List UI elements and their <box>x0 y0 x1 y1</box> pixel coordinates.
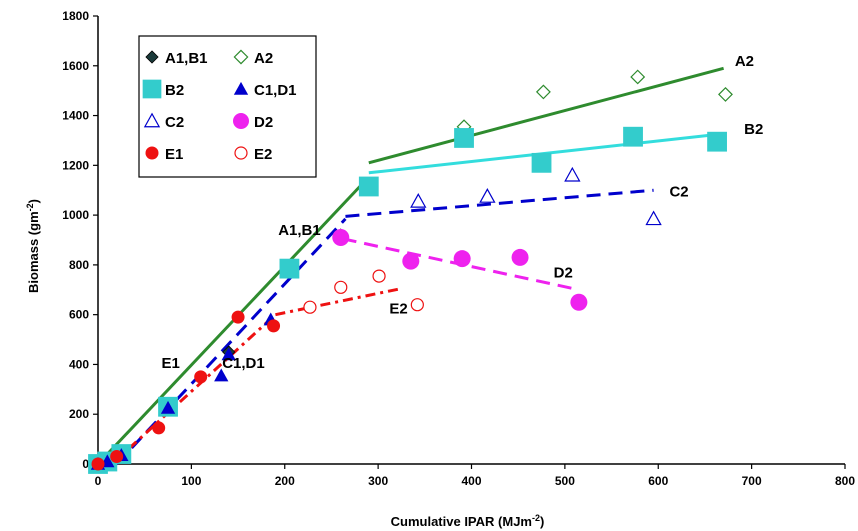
y-tick-label: 1800 <box>62 9 89 23</box>
legend-label-c1-d1: C1,D1 <box>254 82 297 99</box>
point-e1 <box>267 319 281 333</box>
fit-line-a1-b1 <box>96 177 369 466</box>
point-b2 <box>623 126 643 147</box>
point-c2 <box>564 166 581 182</box>
fit-line-e1 <box>110 313 277 466</box>
legend-marker-e1 <box>145 146 159 160</box>
legend-label-a2: A2 <box>254 50 273 67</box>
point-e1 <box>110 450 124 464</box>
point-d2 <box>511 248 529 266</box>
legend-marker-e2 <box>234 146 248 160</box>
annotation-e2: E2 <box>389 300 407 317</box>
point-e1 <box>91 457 105 471</box>
x-tick-label: 0 <box>95 474 102 488</box>
fit-line-a2 <box>368 66 724 165</box>
point-e2 <box>334 280 348 294</box>
point-a2 <box>718 86 733 102</box>
legend-label-e2: E2 <box>254 146 272 163</box>
x-axis-title: Cumulative IPAR (MJm-2) <box>391 513 545 529</box>
point-c2 <box>479 188 496 203</box>
annotation-b2: B2 <box>744 121 763 138</box>
y-tick-label: 1600 <box>62 59 89 73</box>
point-e2 <box>303 300 317 314</box>
legend-marker-b2 <box>142 79 162 99</box>
y-tick-label: 1200 <box>62 158 89 172</box>
legend-marker-c2 <box>143 112 161 128</box>
point-a2 <box>535 84 551 100</box>
point-b2 <box>707 131 727 152</box>
x-tick-label: 400 <box>461 474 481 488</box>
point-c2 <box>410 193 427 208</box>
axes: 0 100 200 300 400 500 600 700 800 0 200 400 600 800 10… <box>62 9 855 488</box>
point-d2 <box>453 250 471 268</box>
point-e2 <box>410 298 424 312</box>
legend-marker-a2 <box>233 49 249 65</box>
point-c1-d1 <box>221 347 236 361</box>
point-e1 <box>194 370 208 384</box>
point-c2 <box>645 210 662 226</box>
y-tick-label: 600 <box>69 308 89 322</box>
point-e2 <box>372 269 386 283</box>
x-tick-label: 300 <box>368 474 388 488</box>
x-tick-label: 700 <box>742 474 762 488</box>
x-tick-label: 800 <box>835 474 855 488</box>
point-d2 <box>402 252 420 270</box>
legend-label-e1: E1 <box>165 146 183 163</box>
legend-label-d2: D2 <box>254 114 273 131</box>
point-a2 <box>630 69 646 85</box>
legend-label-b2: B2 <box>165 82 184 99</box>
point-e1 <box>231 310 245 324</box>
y-tick-label: 1400 <box>62 109 89 123</box>
x-tick-label: 600 <box>648 474 668 488</box>
legend-marker-a1-b1 <box>145 50 159 64</box>
legend-marker-c1-d1 <box>233 81 249 95</box>
point-d2 <box>570 293 588 311</box>
x-tick-label: 500 <box>555 474 575 488</box>
legend-marker-d2 <box>233 113 249 129</box>
point-e1 <box>152 421 166 435</box>
annotation-c2: C2 <box>669 183 688 200</box>
point-b2 <box>358 176 379 197</box>
annotation-a1-b1: A1,B1 <box>278 222 321 239</box>
y-tick-label: 0 <box>82 457 89 471</box>
annotation-e1: E1 <box>161 355 179 372</box>
y-tick-label: 200 <box>69 407 89 421</box>
legend: A1,B1 A2 B2 C1,D1 C2 D2 E1 E2 <box>138 35 317 178</box>
data-points <box>88 69 733 474</box>
fit-line-c2 <box>345 188 654 218</box>
x-tick-label: 200 <box>275 474 295 488</box>
legend-box <box>138 35 317 178</box>
y-axis-title: Biomass (gm-2) <box>25 199 41 293</box>
annotations: A2 B2 C2 A1,B1 D2 E2 E1 C1,D1 <box>161 53 763 372</box>
point-c1-d1 <box>160 400 176 414</box>
y-tick-label: 1000 <box>62 208 89 222</box>
legend-label-a1-b1: A1,B1 <box>165 50 208 67</box>
point-c1-d1 <box>214 368 229 382</box>
point-b2 <box>454 128 474 148</box>
annotation-d2: D2 <box>554 264 573 281</box>
point-d2 <box>332 229 350 247</box>
fit-line-e2 <box>275 287 402 317</box>
annotation-c1-d1: C1,D1 <box>222 355 265 372</box>
y-tick-label: 800 <box>69 258 89 272</box>
point-b2 <box>279 258 300 279</box>
point-b2 <box>531 152 552 173</box>
y-tick-label: 400 <box>69 357 89 371</box>
annotation-a2: A2 <box>735 53 754 70</box>
legend-label-c2: C2 <box>165 114 184 131</box>
x-tick-label: 100 <box>181 474 201 488</box>
